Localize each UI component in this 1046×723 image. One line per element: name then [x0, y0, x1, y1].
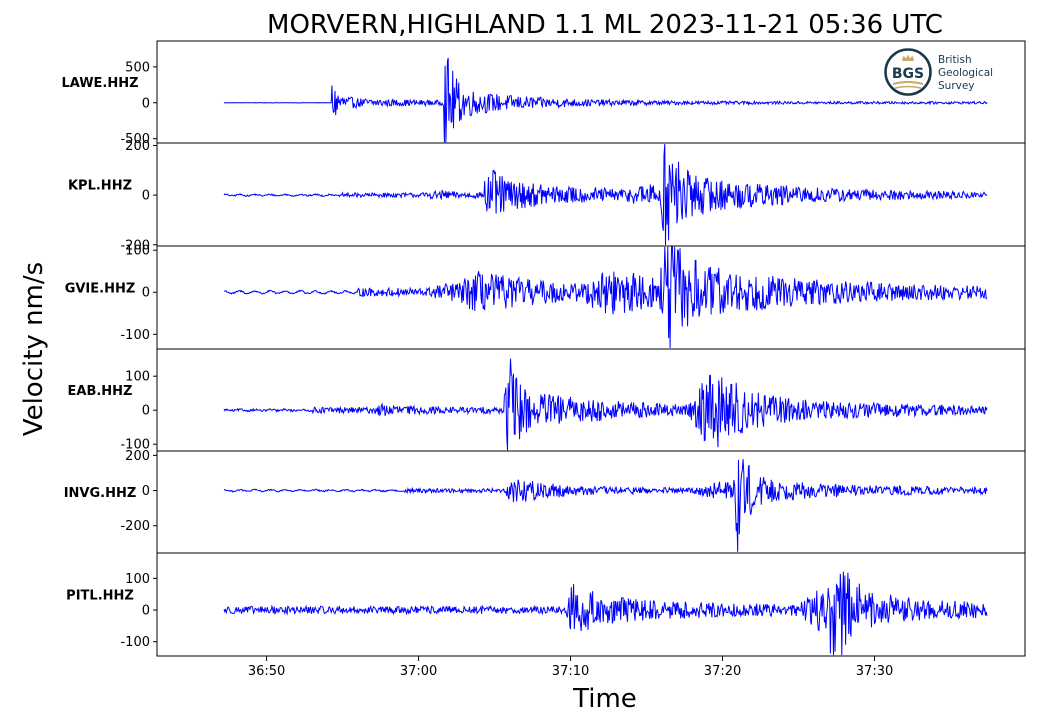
seismic-trace	[224, 246, 988, 348]
x-tick-label: 37:10	[552, 664, 589, 679]
seismic-trace	[223, 57, 988, 143]
x-tick-label: 37:30	[856, 664, 893, 679]
time-axis: 36:50 37:00 37:10 37:20 37:30	[248, 656, 893, 679]
bgs-logo-swoosh-icon	[892, 81, 924, 85]
seismic-trace	[223, 459, 988, 552]
bgs-logo-swoosh-icon	[894, 85, 922, 89]
x-axis-label: Time	[572, 684, 637, 714]
y-tick-label: -100	[120, 635, 150, 650]
x-tick-label: 37:00	[400, 664, 437, 679]
panel-frame	[156, 450, 1026, 554]
y-tick-label: 0	[142, 604, 150, 619]
panel-frame	[156, 552, 1026, 657]
station-label: GVIE.HHZ	[65, 282, 136, 297]
trace-panel: 200 0 -200 INVG.HHZ	[64, 449, 1026, 554]
y-tick-label: 0	[142, 484, 150, 499]
trace-panels: 500 0 -500 LAWE.HHZ 200 0 -200 KPL.HHZ 100 0 -100 G…	[61, 40, 1026, 679]
y-tick-label: -500	[120, 132, 150, 147]
y-tick-label: 0	[142, 189, 150, 204]
y-tick-label: -100	[120, 438, 150, 453]
trace-panel: 100 0 -100 PITL.HHZ	[66, 552, 1026, 657]
station-label: LAWE.HHZ	[61, 76, 138, 91]
bgs-logo-crown-icon	[902, 54, 914, 61]
y-tick-label: -200	[120, 238, 150, 253]
y-axis-label: Velocity nm/s	[19, 262, 49, 436]
station-label: KPL.HHZ	[68, 179, 132, 194]
y-tick-label: 100	[125, 572, 150, 587]
x-tick-label: 36:50	[248, 664, 285, 679]
y-tick-label: -200	[120, 519, 150, 534]
station-label: EAB.HHZ	[68, 384, 133, 399]
station-label: INVG.HHZ	[64, 486, 137, 501]
bgs-logo-text-3: Survey	[938, 80, 975, 92]
y-tick-label: 0	[142, 96, 150, 111]
trace-panel: 200 0 -200 KPL.HHZ	[68, 139, 1026, 253]
seismic-trace	[223, 143, 988, 246]
trace-panel: 100 0 -100 EAB.HHZ	[68, 348, 1026, 453]
bgs-logo-text-2: Geological	[938, 67, 993, 79]
y-tick-label: 200	[125, 139, 150, 154]
trace-panel: 100 0 -100 GVIE.HHZ	[65, 244, 1026, 350]
y-tick-label: -100	[120, 328, 150, 343]
trace-panel: 500 0 -500 LAWE.HHZ	[61, 40, 1026, 147]
x-tick-label: 37:20	[704, 664, 741, 679]
seismic-trace	[223, 571, 988, 656]
y-tick-label: 100	[125, 244, 150, 259]
y-tick-label: 0	[142, 404, 150, 419]
panel-frame	[156, 348, 1026, 452]
bgs-logo: BGS British Geological Survey	[884, 48, 993, 96]
bgs-logo-text-1: British	[938, 54, 972, 66]
y-tick-label: 100	[125, 370, 150, 385]
y-tick-label: 0	[142, 286, 150, 301]
y-tick-label: 200	[125, 449, 150, 464]
station-label: PITL.HHZ	[66, 589, 134, 604]
y-tick-label: 500	[125, 60, 150, 75]
seismic-trace	[223, 358, 988, 451]
bgs-logo-badge: BGS	[892, 66, 924, 82]
figure-title: MORVERN,HIGHLAND 1.1 ML 2023-11-21 05:36…	[267, 10, 943, 40]
